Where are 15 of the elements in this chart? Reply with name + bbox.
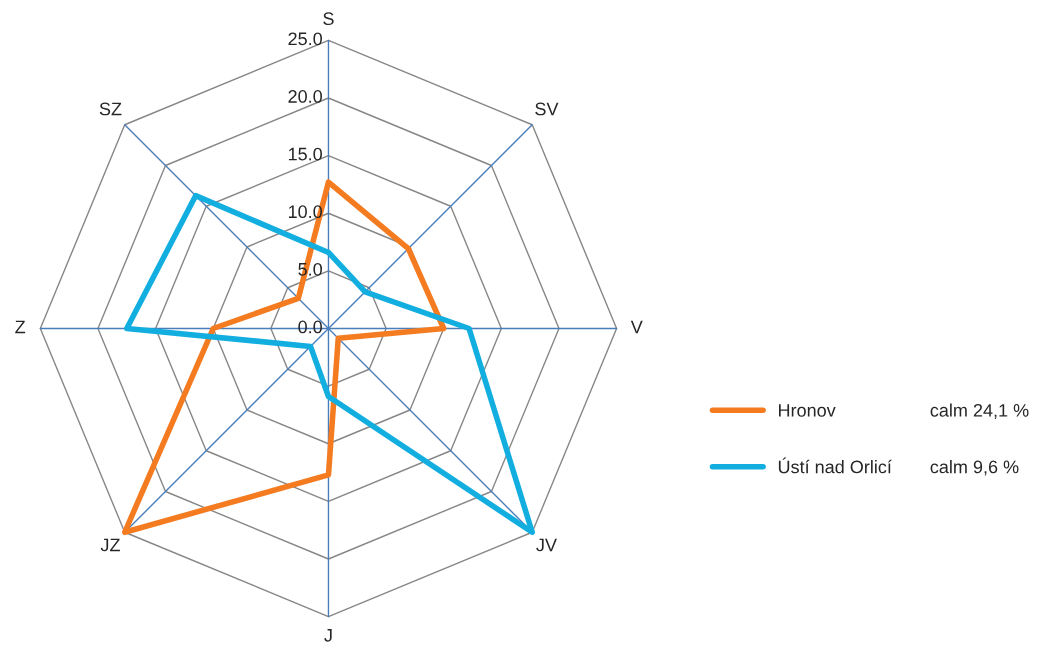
spoke-label: J	[324, 629, 332, 642]
text: calm 24,1 %	[930, 403, 1029, 419]
spoke-label: S	[323, 12, 334, 26]
y-tick-label: 20.0	[288, 90, 322, 103]
y-tick-label: 25.0	[288, 32, 322, 46]
spoke-label: Z	[15, 320, 26, 334]
y-tick-label: 15.0	[288, 147, 322, 161]
spoke-label: SV	[535, 102, 559, 116]
spoke-label: JZ	[100, 538, 120, 552]
spoke-label: JV	[536, 538, 557, 552]
spoke-label: V	[630, 320, 643, 334]
legend-label: Hronov	[779, 404, 836, 417]
spoke-label: SZ	[99, 102, 122, 116]
text: calm 9,6 %	[930, 460, 1019, 476]
legend-label: Ústí nad Orlicí	[778, 457, 892, 474]
